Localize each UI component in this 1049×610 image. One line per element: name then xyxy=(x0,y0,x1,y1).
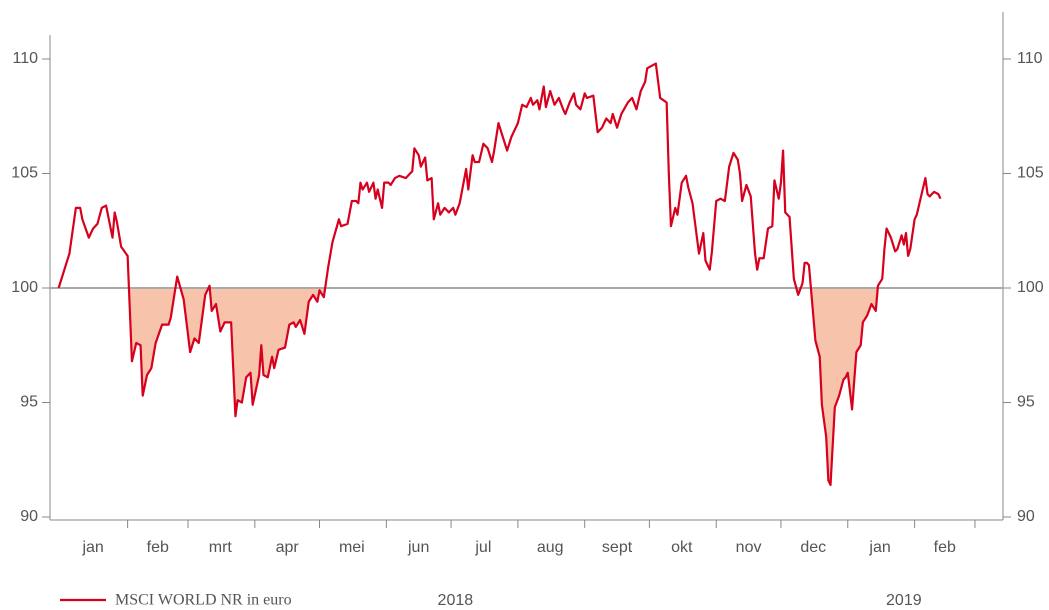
x-tick-label: jan xyxy=(81,539,103,556)
x-tick-label: apr xyxy=(276,539,300,556)
x-tick-label: feb xyxy=(147,539,169,556)
x-tick-label: feb xyxy=(934,539,956,556)
y2-tick-label: 110 xyxy=(1017,50,1043,67)
y-tick-label: 90 xyxy=(20,508,38,525)
year-label: 2018 xyxy=(438,592,474,609)
series-line xyxy=(57,62,942,487)
y-tick-label: 95 xyxy=(20,394,38,411)
x-tick-label: dec xyxy=(800,539,826,556)
x-tick-label: jul xyxy=(474,539,491,556)
x-tick-label: mrt xyxy=(209,539,233,556)
x-tick-label: aug xyxy=(537,539,564,556)
y2-tick-label: 95 xyxy=(1017,394,1035,411)
x-tick-label: nov xyxy=(736,539,762,556)
legend-label: MSCI WORLD NR in euro xyxy=(115,592,292,609)
y2-tick-label: 105 xyxy=(1017,165,1044,182)
y2-tick-label: 90 xyxy=(1017,508,1035,525)
y-tick-label: 100 xyxy=(11,279,38,296)
y2-tick-label: 100 xyxy=(1017,279,1044,296)
x-tick-label: jan xyxy=(868,539,890,556)
below-reference-area xyxy=(58,288,941,485)
x-tick-label: okt xyxy=(671,539,693,556)
y-tick-label: 105 xyxy=(11,165,38,182)
y-tick-label: 110 xyxy=(12,50,38,67)
x-tick-label: mei xyxy=(339,539,365,556)
x-tick-label: sept xyxy=(602,539,633,556)
x-tick-label: jun xyxy=(407,539,429,556)
year-label: 2019 xyxy=(886,592,922,609)
